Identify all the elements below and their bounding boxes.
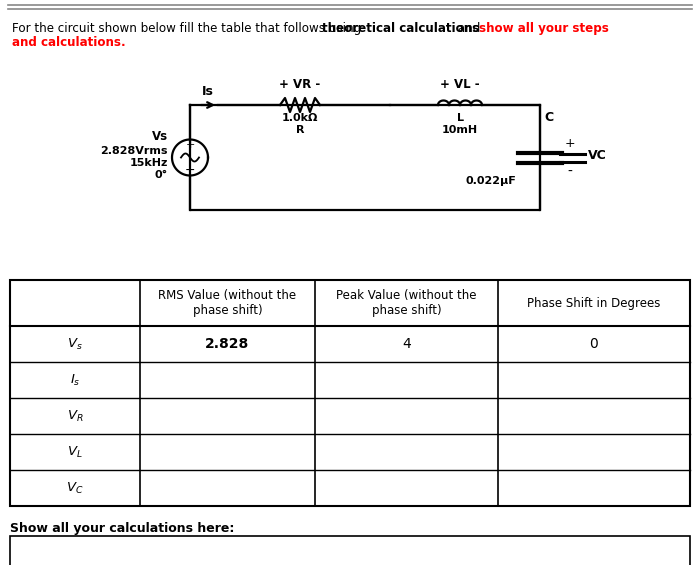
- Bar: [10, 536, 690, 565]
- Text: 2.828Vrms: 2.828Vrms: [101, 146, 168, 155]
- Text: RMS Value (without the
phase shift): RMS Value (without the phase shift): [158, 289, 297, 317]
- Text: L: L: [456, 113, 463, 123]
- Text: and: and: [454, 22, 484, 35]
- Text: Peak Value (without the
phase shift): Peak Value (without the phase shift): [336, 289, 477, 317]
- Text: 0°: 0°: [155, 170, 168, 180]
- Text: -: -: [568, 164, 573, 179]
- Text: R: R: [295, 125, 304, 135]
- Text: For the circuit shown below fill the table that follows using: For the circuit shown below fill the tab…: [12, 22, 365, 35]
- Text: C: C: [544, 111, 553, 124]
- Text: 2.828: 2.828: [205, 337, 250, 351]
- Text: 0.022μF: 0.022μF: [466, 176, 516, 185]
- Text: +: +: [565, 137, 575, 150]
- Text: 4: 4: [402, 337, 411, 351]
- Text: $V_R$: $V_R$: [66, 408, 83, 424]
- Text: 0: 0: [589, 337, 598, 351]
- Text: Phase Shift in Degrees: Phase Shift in Degrees: [527, 297, 661, 310]
- Text: 10mH: 10mH: [442, 125, 478, 135]
- Text: theoretical calculations: theoretical calculations: [322, 22, 480, 35]
- Text: show all your steps: show all your steps: [479, 22, 609, 35]
- Text: +: +: [186, 140, 195, 150]
- Text: + VR -: + VR -: [279, 78, 321, 91]
- Text: Is: Is: [202, 85, 214, 98]
- Text: $I_s$: $I_s$: [70, 372, 80, 388]
- Text: 1.0kΩ: 1.0kΩ: [282, 113, 318, 123]
- Text: $V_L$: $V_L$: [67, 445, 83, 459]
- Bar: [10, 280, 690, 506]
- Text: Show all your calculations here:: Show all your calculations here:: [10, 522, 235, 535]
- Text: $V_C$: $V_C$: [66, 480, 84, 496]
- Text: −: −: [185, 164, 195, 177]
- Text: VC: VC: [588, 149, 607, 162]
- Text: $V_s$: $V_s$: [67, 336, 83, 351]
- Text: and calculations.: and calculations.: [12, 36, 125, 49]
- Text: Vs: Vs: [152, 131, 168, 144]
- Text: + VL -: + VL -: [440, 78, 480, 91]
- Text: 15kHz: 15kHz: [130, 158, 168, 167]
